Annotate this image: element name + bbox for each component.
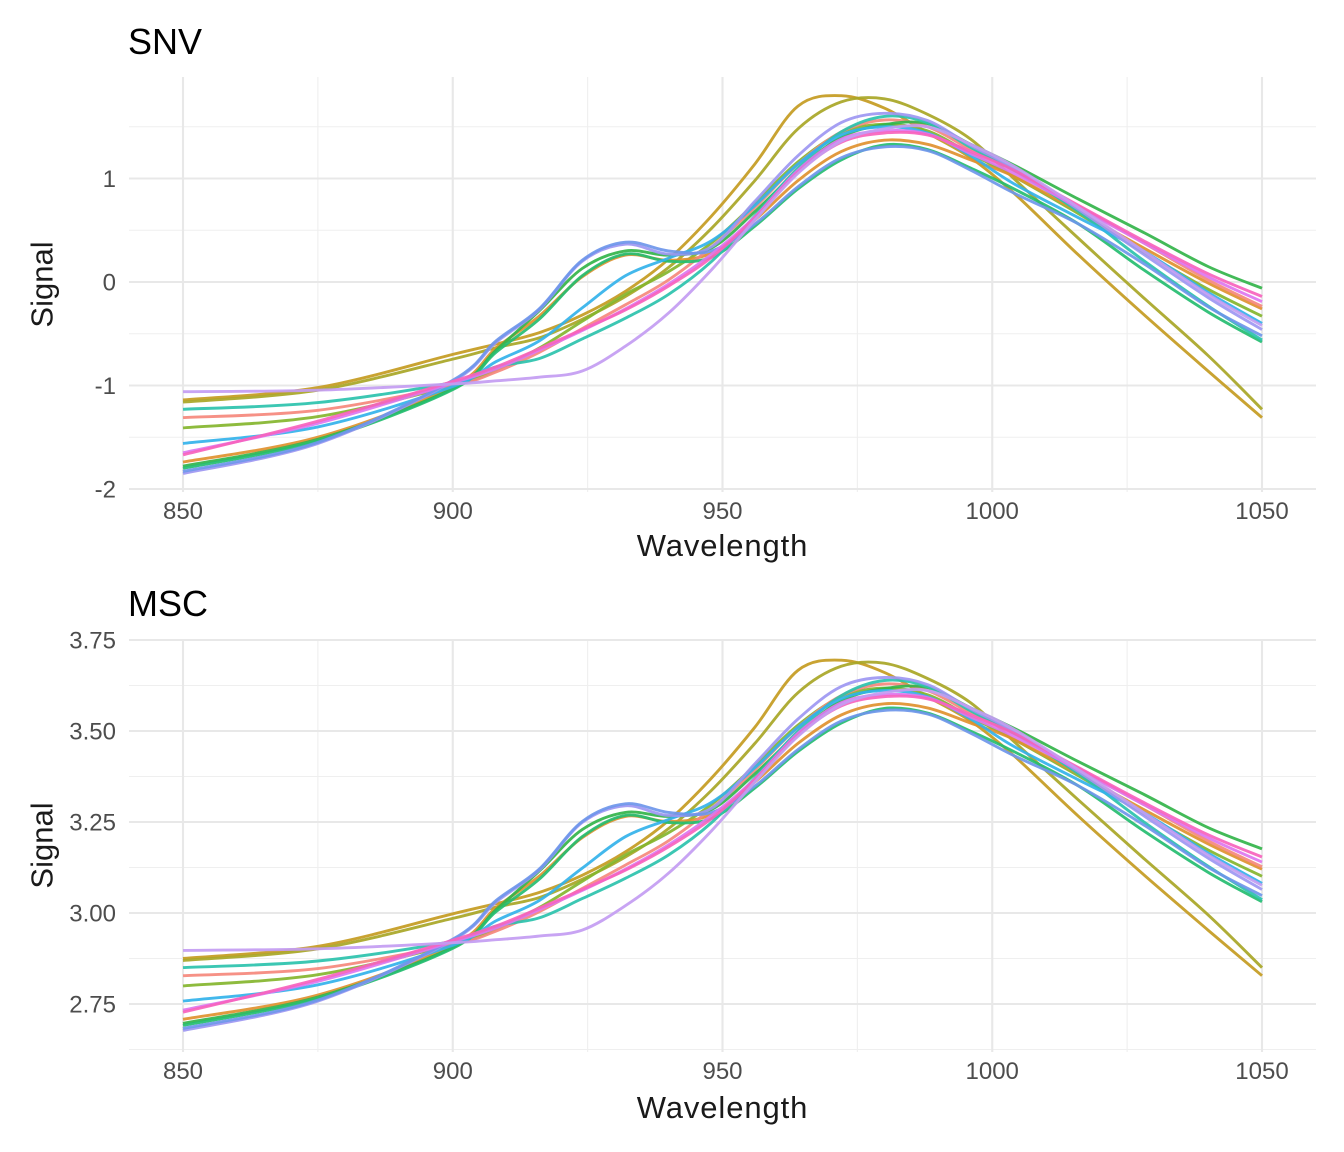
svg-text:850: 850 <box>163 498 203 525</box>
svg-text:Signal: Signal <box>25 241 60 327</box>
svg-text:Wavelength: Wavelength <box>637 528 809 563</box>
svg-text:Wavelength: Wavelength <box>637 1090 809 1125</box>
svg-text:950: 950 <box>702 498 742 525</box>
svg-text:0: 0 <box>103 270 116 297</box>
svg-text:1: 1 <box>103 166 116 193</box>
svg-text:900: 900 <box>433 498 473 525</box>
svg-text:1050: 1050 <box>1235 498 1288 525</box>
svg-text:850: 850 <box>163 1058 203 1085</box>
svg-text:900: 900 <box>433 1058 473 1085</box>
svg-text:1000: 1000 <box>966 498 1019 525</box>
svg-text:3.00: 3.00 <box>69 901 116 928</box>
svg-text:950: 950 <box>702 1058 742 1085</box>
svg-text:3.75: 3.75 <box>69 628 116 655</box>
svg-text:3.50: 3.50 <box>69 719 116 746</box>
svg-text:MSC: MSC <box>128 583 208 624</box>
svg-text:Signal: Signal <box>25 802 60 888</box>
svg-text:3.25: 3.25 <box>69 810 116 837</box>
svg-text:1050: 1050 <box>1235 1058 1288 1085</box>
svg-text:SNV: SNV <box>128 21 202 62</box>
svg-text:-2: -2 <box>95 477 116 504</box>
svg-text:1000: 1000 <box>966 1058 1019 1085</box>
svg-text:2.75: 2.75 <box>69 992 116 1019</box>
svg-text:-1: -1 <box>95 373 116 400</box>
